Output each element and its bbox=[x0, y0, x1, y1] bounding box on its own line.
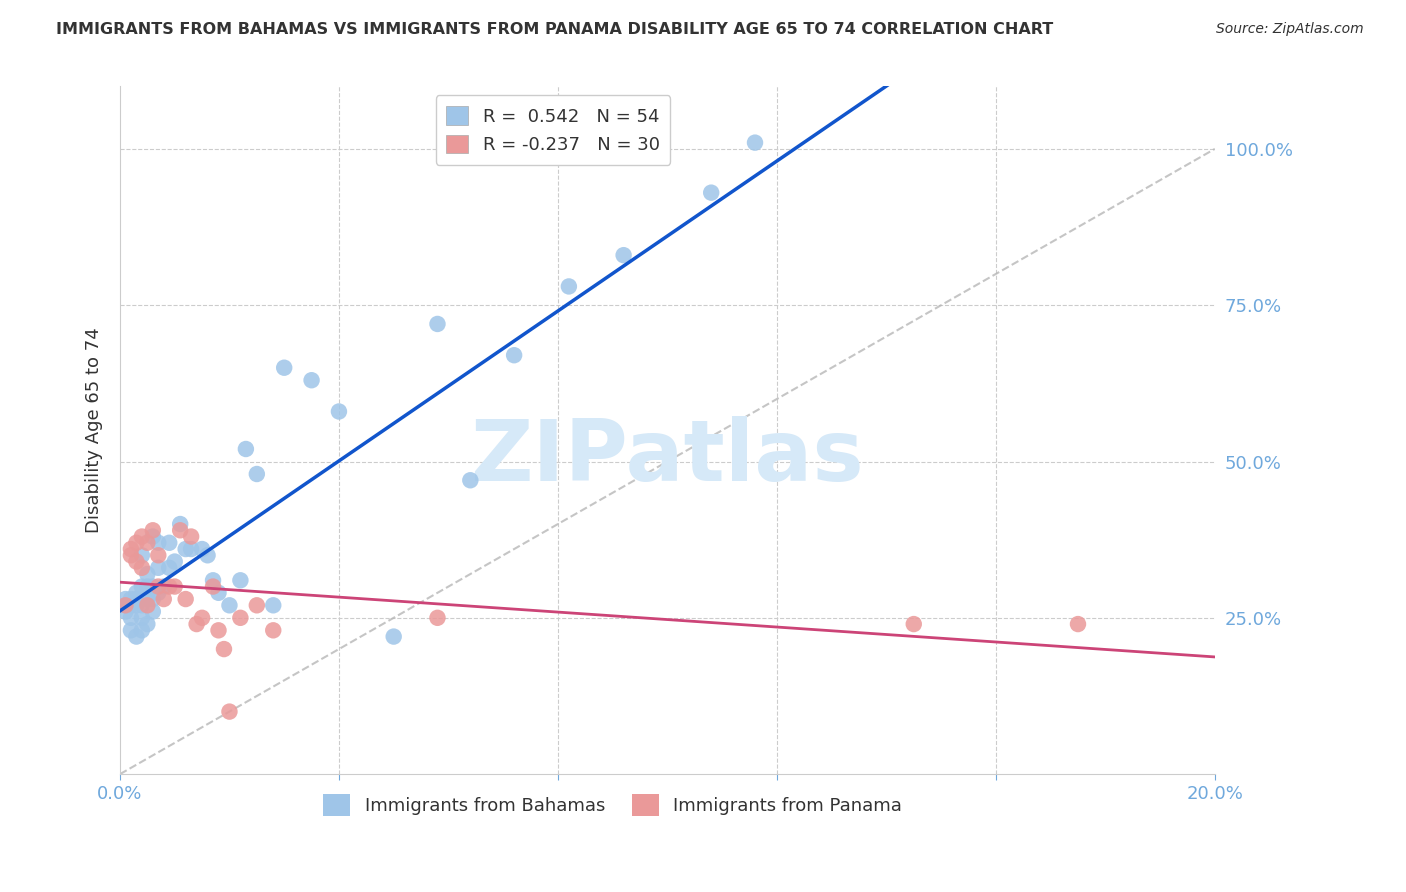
Point bbox=[246, 599, 269, 613]
Point bbox=[136, 580, 159, 594]
Y-axis label: Disability Age 65 to 74: Disability Age 65 to 74 bbox=[86, 327, 103, 533]
Point bbox=[174, 592, 197, 607]
Point bbox=[262, 599, 284, 613]
Point bbox=[131, 599, 153, 613]
Point bbox=[382, 630, 405, 644]
Point bbox=[148, 549, 170, 563]
Point bbox=[262, 624, 284, 638]
Point bbox=[125, 592, 148, 607]
Point bbox=[903, 617, 925, 632]
Point bbox=[157, 536, 180, 550]
Legend: Immigrants from Bahamas, Immigrants from Panama: Immigrants from Bahamas, Immigrants from… bbox=[316, 787, 910, 823]
Point bbox=[142, 605, 165, 619]
Point bbox=[613, 248, 636, 262]
Point bbox=[174, 542, 197, 557]
Point bbox=[218, 705, 240, 719]
Point bbox=[152, 592, 174, 607]
Point bbox=[136, 592, 159, 607]
Point bbox=[120, 624, 142, 638]
Point bbox=[136, 536, 159, 550]
Point bbox=[235, 442, 257, 456]
Point bbox=[186, 617, 208, 632]
Text: ZIPatlas: ZIPatlas bbox=[471, 417, 865, 500]
Point bbox=[114, 605, 136, 619]
Point bbox=[142, 592, 165, 607]
Point bbox=[197, 549, 219, 563]
Point bbox=[207, 624, 229, 638]
Point bbox=[125, 599, 148, 613]
Point bbox=[169, 523, 191, 537]
Point bbox=[744, 136, 766, 150]
Point bbox=[114, 599, 136, 613]
Text: Source: ZipAtlas.com: Source: ZipAtlas.com bbox=[1216, 22, 1364, 37]
Point bbox=[180, 542, 202, 557]
Point bbox=[114, 592, 136, 607]
Point bbox=[148, 580, 170, 594]
Point bbox=[202, 574, 225, 588]
Point bbox=[191, 542, 214, 557]
Point bbox=[426, 611, 449, 625]
Point bbox=[229, 574, 252, 588]
Point bbox=[328, 404, 350, 418]
Point bbox=[131, 624, 153, 638]
Point bbox=[120, 592, 142, 607]
Point bbox=[125, 630, 148, 644]
Point bbox=[202, 580, 225, 594]
Point bbox=[148, 536, 170, 550]
Point bbox=[191, 611, 214, 625]
Point bbox=[142, 523, 165, 537]
Point bbox=[229, 611, 252, 625]
Point bbox=[125, 586, 148, 600]
Point bbox=[114, 599, 136, 613]
Point bbox=[142, 580, 165, 594]
Point bbox=[1067, 617, 1090, 632]
Point bbox=[136, 567, 159, 582]
Point bbox=[136, 599, 159, 613]
Point bbox=[163, 555, 186, 569]
Point bbox=[207, 586, 229, 600]
Point bbox=[131, 561, 153, 575]
Point bbox=[131, 549, 153, 563]
Point bbox=[157, 580, 180, 594]
Point bbox=[152, 580, 174, 594]
Point bbox=[301, 373, 323, 387]
Point bbox=[157, 561, 180, 575]
Point bbox=[125, 555, 148, 569]
Point bbox=[136, 617, 159, 632]
Point bbox=[120, 549, 142, 563]
Point bbox=[460, 473, 482, 487]
Point bbox=[120, 542, 142, 557]
Point bbox=[131, 580, 153, 594]
Point bbox=[148, 586, 170, 600]
Point bbox=[163, 580, 186, 594]
Point bbox=[125, 536, 148, 550]
Point bbox=[246, 467, 269, 481]
Point bbox=[131, 611, 153, 625]
Point bbox=[426, 317, 449, 331]
Point bbox=[120, 611, 142, 625]
Point bbox=[700, 186, 723, 200]
Point bbox=[180, 529, 202, 543]
Point bbox=[148, 561, 170, 575]
Point bbox=[503, 348, 526, 362]
Point bbox=[212, 642, 235, 657]
Point bbox=[120, 599, 142, 613]
Point bbox=[169, 516, 191, 531]
Point bbox=[218, 599, 240, 613]
Point bbox=[558, 279, 581, 293]
Text: IMMIGRANTS FROM BAHAMAS VS IMMIGRANTS FROM PANAMA DISABILITY AGE 65 TO 74 CORREL: IMMIGRANTS FROM BAHAMAS VS IMMIGRANTS FR… bbox=[56, 22, 1053, 37]
Point bbox=[131, 529, 153, 543]
Point bbox=[273, 360, 295, 375]
Point bbox=[142, 529, 165, 543]
